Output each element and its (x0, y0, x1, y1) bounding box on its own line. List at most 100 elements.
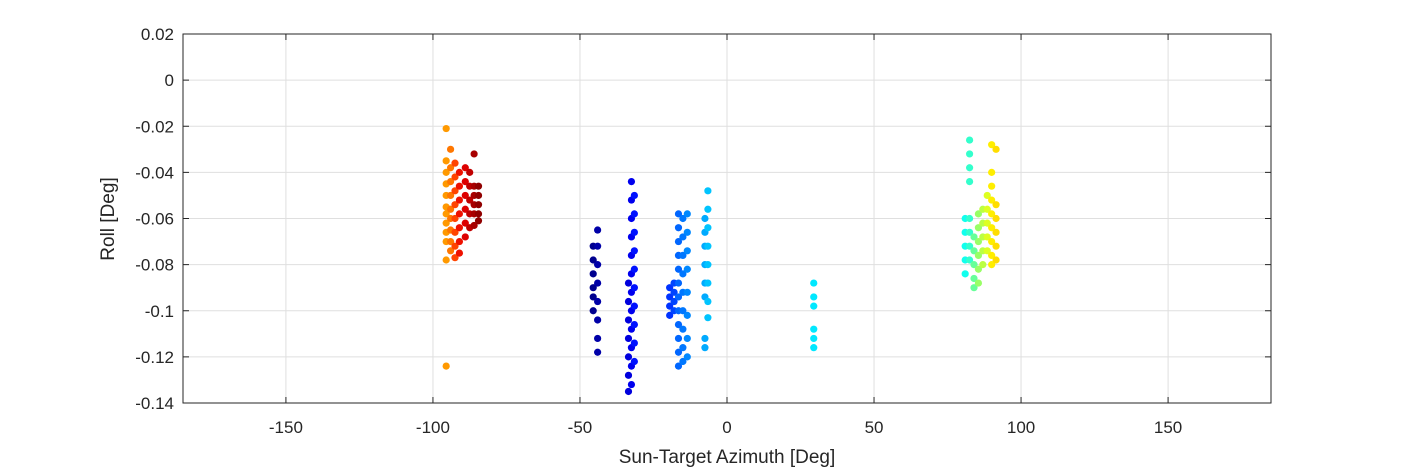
data-point (992, 145, 1000, 153)
data-point (992, 201, 1000, 209)
data-point (666, 284, 674, 292)
data-point (624, 387, 633, 396)
data-point (451, 228, 459, 236)
data-point (674, 237, 683, 246)
y-tick-label: -0.1 (145, 302, 174, 321)
data-point (683, 353, 691, 361)
data-point (704, 242, 712, 250)
data-point (461, 205, 469, 213)
data-point (679, 214, 687, 223)
data-point (974, 265, 983, 273)
plot-frame (182, 33, 1272, 404)
data-point (683, 265, 691, 273)
y-tick-label: 0.02 (141, 25, 174, 44)
data-point (630, 228, 638, 236)
data-point (679, 357, 687, 366)
data-point (470, 221, 478, 230)
data-point (666, 302, 674, 310)
data-point (455, 210, 464, 218)
data-point (674, 293, 683, 301)
data-point (674, 210, 683, 218)
data-point (630, 320, 638, 329)
data-point (461, 178, 469, 186)
data-point (446, 164, 455, 172)
data-point (988, 224, 996, 232)
data-point (983, 205, 991, 213)
data-point (674, 265, 683, 273)
data-point (974, 237, 983, 246)
data-point (704, 279, 712, 287)
data-point (446, 237, 455, 246)
axes (182, 33, 1272, 404)
data-point (451, 187, 459, 195)
data-point (683, 210, 691, 218)
data-point (992, 228, 1000, 236)
data-point (589, 270, 597, 278)
data-point (979, 261, 987, 269)
data-point (446, 191, 455, 200)
data-point (683, 334, 691, 343)
y-tick-label: -0.06 (135, 210, 174, 229)
data-point (965, 150, 974, 158)
data-point (674, 334, 683, 343)
data-point (810, 325, 818, 333)
data-point (442, 157, 450, 165)
data-point (674, 279, 683, 287)
data-point (455, 237, 464, 246)
data-point (983, 219, 991, 227)
data-point (589, 284, 597, 292)
data-point (594, 316, 602, 324)
data-point (965, 178, 974, 186)
data-point (970, 233, 978, 241)
data-point (470, 150, 478, 158)
data-point (474, 182, 483, 190)
data-point (988, 196, 996, 204)
data-point (983, 247, 991, 255)
data-point (630, 210, 638, 218)
data-point (704, 187, 712, 195)
data-point (455, 168, 464, 176)
data-point (974, 224, 983, 232)
data-point (442, 210, 450, 218)
x-tick-label: -50 (568, 418, 593, 437)
data-point (451, 201, 459, 209)
data-point (474, 217, 483, 225)
data-point (624, 279, 633, 287)
y-axis-label: Roll [Deg] (98, 177, 119, 260)
data-point (970, 261, 978, 269)
data-point (594, 348, 602, 356)
data-point (679, 344, 687, 352)
data-point (446, 247, 455, 255)
data-point (988, 237, 996, 246)
data-point (442, 124, 450, 133)
data-point (674, 362, 683, 370)
x-tick-label: -150 (269, 418, 303, 437)
data-point (594, 261, 602, 269)
x-tick-label: -100 (416, 418, 450, 437)
data-point (810, 293, 818, 301)
data-point (992, 256, 1000, 264)
data-point (461, 233, 469, 241)
data-point (630, 265, 638, 273)
data-point (627, 178, 636, 186)
data-point (624, 371, 633, 379)
data-point (466, 196, 474, 204)
data-point (461, 219, 469, 227)
data-point (704, 224, 712, 232)
data-point (701, 344, 709, 352)
data-point (988, 168, 996, 176)
data-point (988, 251, 996, 259)
data-point (679, 233, 687, 241)
data-point (988, 210, 996, 218)
data-point (988, 261, 996, 269)
data-point (679, 307, 687, 315)
data-point (983, 233, 991, 241)
data-point (683, 228, 691, 236)
data-point (474, 210, 483, 218)
data-point (630, 357, 638, 366)
data-point (810, 279, 818, 287)
data-point (442, 168, 450, 176)
data-point (446, 145, 455, 153)
data-point (624, 334, 633, 343)
